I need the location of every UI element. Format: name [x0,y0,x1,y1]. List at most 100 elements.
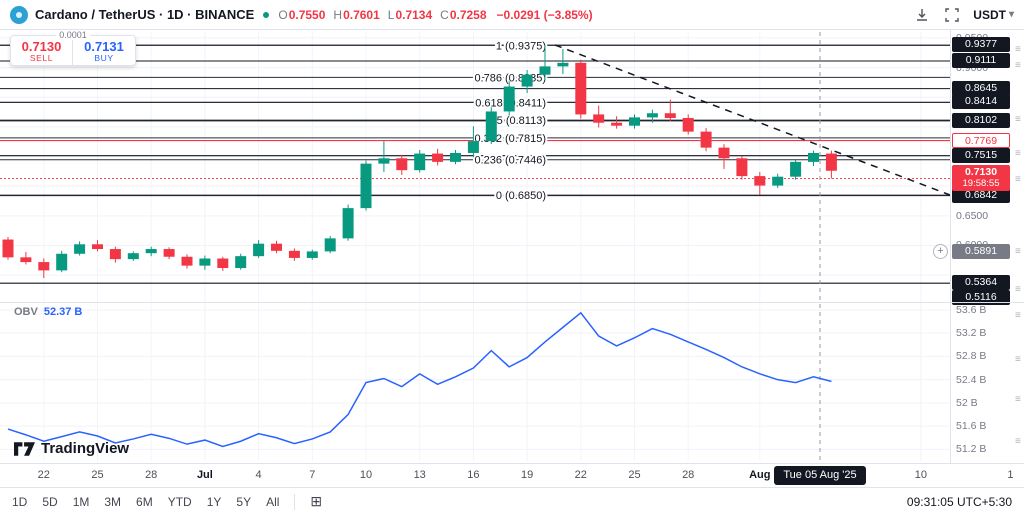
panel-toggle-icon[interactable]: ≡ [1015,148,1021,159]
time-axis-label: 28 [145,469,158,481]
top-toolbar: Cardano / TetherUS · 1D · BINANCE O0.755… [0,0,1024,30]
toolbar-divider [294,493,296,510]
time-axis-label: 22 [574,469,587,481]
sell-label: SELL [29,53,54,63]
symbol-title[interactable]: Cardano / TetherUS · 1D · BINANCE [35,7,255,22]
obv-scale-tick: 51.6 B [956,420,987,433]
price-axis-separator [950,30,951,487]
crosshair-date-tooltip: Tue 05 Aug '25 [774,466,866,485]
svg-text:0.236 (0.7446): 0.236 (0.7446) [474,155,546,167]
obv-scale-tick: 52.4 B [956,373,987,386]
range-button-5d[interactable]: 5D [42,494,58,509]
range-button-1d[interactable]: 1D [12,494,28,509]
time-axis-label: 7 [309,469,316,481]
tradingview-watermark[interactable]: TradingView [14,440,129,457]
clock[interactable]: 09:31:05 UTC+5:30 [906,494,1012,509]
range-button-1m[interactable]: 1M [72,494,90,509]
pane-separator[interactable] [0,302,1024,303]
time-axis-label: 16 [467,469,480,481]
time-axis-label: Jul [196,469,213,481]
download-icon[interactable] [913,6,931,24]
panel-toggle-icon[interactable]: ≡ [1015,394,1021,405]
market-status-icon [263,11,270,18]
time-axis-label: 25 [628,469,641,481]
close-value: 0.7258 [449,7,487,22]
cardano-logo-icon [10,5,28,24]
panel-toggle-icon[interactable]: ≡ [1015,60,1021,71]
change-value: −0.0291 (−3.85%) [496,7,593,22]
price-line-badge: 0.9111 [952,52,1010,68]
add-order-icon[interactable]: + [933,243,948,259]
currency-label: USDT [973,7,1006,22]
time-axis-label: 4 [255,469,262,481]
time-axis-label: Aug [749,469,771,481]
obv-label: OBV [14,306,38,318]
price-tick: 0.6500 [956,209,989,222]
time-axis-label: 25 [91,469,104,481]
chevron-down-icon: ▾ [1008,9,1014,20]
obv-value: 52.37 B [43,306,83,318]
fullscreen-icon[interactable] [943,6,961,24]
panel-toggle-icon[interactable]: ≡ [1015,354,1021,365]
panel-toggle-icon[interactable]: ≡ [1015,284,1021,295]
time-axis-label: 13 [413,469,426,481]
low-key: L [387,7,395,22]
obv-legend[interactable]: OBV 52.37 B [14,306,82,318]
obv-scale-tick: 53.6 B [956,303,987,316]
range-button-1y[interactable]: 1Y [206,494,222,509]
time-axis-label: 22 [37,469,50,481]
time-axis[interactable]: 22 25 28 Jul 4 7 10 13 16 19 22 25 28 Aug 10 1 Tue 05 A… [0,463,1024,487]
panel-toggle-icon[interactable]: ≡ [1015,44,1021,55]
range-button-6m[interactable]: 6M [136,494,153,509]
current-price: 0.7130 [964,166,998,179]
spread-value: 0.0001 [56,30,90,40]
time-axis-label: 19 [520,469,534,481]
sell-button[interactable]: 0.7130 SELL [11,36,73,65]
sell-price: 0.7130 [21,39,62,54]
range-button-3m[interactable]: 3M [104,494,122,509]
panel-toggle-icon[interactable]: ≡ [1015,436,1021,447]
current-price-badge: 0.7130 19:58:55 [952,165,1010,192]
time-axis-label: 10 [914,469,928,481]
time-axis-label: 10 [359,469,373,481]
bottom-toolbar: 1D 5D 1M 3M 6M YTD 1Y 5Y All ⊞ 09:31:05 … [0,487,1024,515]
range-button-ytd[interactable]: YTD [167,494,192,509]
price-line-badge: 0.8102 [952,112,1010,128]
tradingview-logo-icon [14,441,35,456]
high-key: H [333,7,343,22]
range-button-5y[interactable]: 5Y [236,494,252,509]
price-line-badge: 0.5116 [952,289,1010,305]
trade-widget: 0.0001 0.7130 SELL 0.7131 BUY [10,30,136,66]
panel-toggle-icon[interactable]: ≡ [1015,310,1021,321]
go-to-date-icon[interactable]: ⊞ [310,493,323,509]
panel-toggle-icon[interactable]: ≡ [1015,174,1021,185]
low-value: 0.7134 [395,7,433,22]
open-value: 0.7550 [288,7,326,22]
price-line-badge: 0.5364 [952,275,1010,291]
svg-text:0 (0.6850): 0 (0.6850) [496,190,546,202]
buy-button[interactable]: 0.7131 BUY [73,36,135,65]
svg-text:0.786 (0.8835): 0.786 (0.8835) [474,72,546,84]
svg-text:0.5 (0.8113): 0.5 (0.8113) [487,115,546,127]
svg-text:1 (0.9375): 1 (0.9375) [496,40,546,52]
panel-toggle-icon[interactable]: ≡ [1015,246,1021,257]
ohlc-legend: O0.7550 H0.7601 L0.7134 C0.7258 −0.0291 … [278,8,592,22]
panel-toggle-icon[interactable]: ≡ [1015,114,1021,125]
range-button-all[interactable]: All [266,494,280,509]
buy-label: BUY [94,53,114,63]
high-value: 0.7601 [343,7,380,22]
currency-selector[interactable]: USDT ▾ [973,8,1014,22]
time-axis-label: 28 [682,469,695,481]
obv-scale-tick: 52 B [956,396,978,409]
topbar-actions: USDT ▾ [913,6,1014,24]
order-price-badge: 0.5891 [952,243,1010,259]
time-axis-label: 1 [1007,469,1014,481]
price-line-badge: 0.7515 [952,147,1010,163]
open-key: O [278,7,288,22]
obv-scale-tick: 52.8 B [956,350,987,363]
close-key: C [440,7,449,22]
alert-price-badge: 0.7769 [952,132,1010,148]
svg-text:0.382 (0.7815): 0.382 (0.7815) [474,133,546,145]
